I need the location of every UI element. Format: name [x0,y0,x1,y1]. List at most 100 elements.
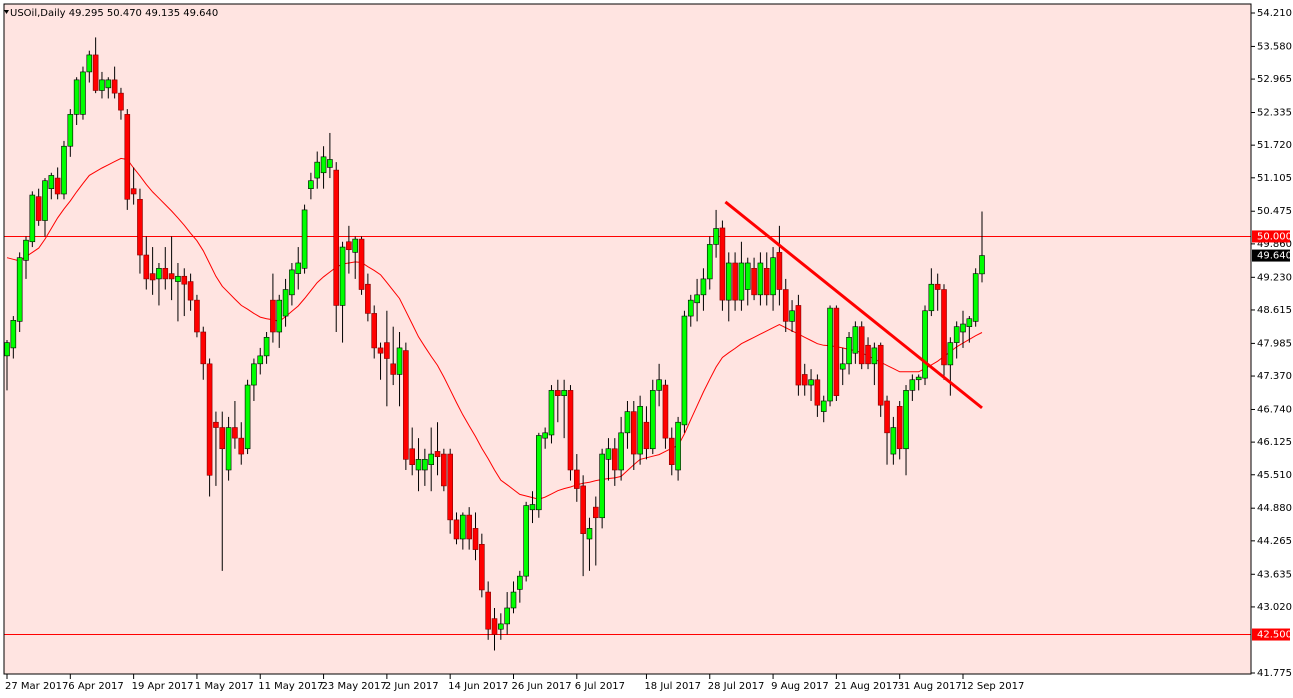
candle-body [194,299,200,333]
candle-body [592,506,599,519]
x-tick-label: 12 Sep 2017 [961,681,1024,692]
candle-body [713,228,719,245]
candle-body [466,514,472,540]
candle-body [333,169,340,306]
x-tick-label: 1 May 2017 [195,681,254,692]
y-tick-label: 48.615 [1257,305,1292,316]
candle-body [624,411,631,434]
candle-body [839,363,846,370]
candle-body [491,618,498,635]
candle-body [966,318,973,327]
price-label: 50.000 [1257,231,1292,242]
candle-body [909,379,916,391]
candle-body [181,275,188,285]
candle-body [536,435,542,511]
candle-body [763,267,770,296]
candle-body [149,273,156,281]
candle-body [244,384,251,450]
candle-body [751,267,757,296]
candle-body [498,623,504,630]
candle-body [168,273,175,280]
candle-body [257,355,264,365]
candle-body [314,161,321,179]
y-tick-label: 54.210 [1257,8,1292,19]
candle-body [472,528,479,550]
y-tick-label: 43.635 [1257,569,1292,580]
candle-body [10,320,17,349]
candle-body [808,379,814,386]
candle-body [820,400,827,412]
candle-body [124,114,131,200]
candle-body [23,239,29,261]
candle-body [441,453,447,487]
candle-body [270,299,276,333]
candle-body [162,267,169,280]
candle-body [371,313,378,349]
x-tick-label: 23 May 2017 [322,681,387,692]
candle-body [358,238,365,290]
x-tick-label: 27 Mar 2017 [5,681,68,692]
plot-background [4,4,1251,674]
candle-body [706,244,713,280]
candle-body [675,421,681,471]
candle-body [884,400,890,434]
y-tick-label: 51.105 [1257,173,1292,184]
candle-body [206,363,213,476]
candle-body [510,591,517,609]
y-tick-label: 46.125 [1257,437,1292,448]
candle-body [232,427,238,439]
candle-body [523,505,529,577]
candle-body [953,326,960,343]
candle-body [346,241,352,251]
candle-body [529,504,536,511]
candle-body [814,379,821,406]
candle-body [947,342,954,366]
candle-body [915,376,922,381]
candle-body [719,227,726,301]
candle-body [656,379,662,391]
candle-body [668,437,675,465]
x-tick-label: 14 Jun 2017 [448,681,508,692]
candle-body [877,344,884,406]
candle-body [852,326,859,354]
candle-body [175,275,181,282]
candle-body [757,262,764,296]
y-tick-label: 47.985 [1257,338,1292,349]
candle-body [725,262,732,301]
chart-title: USOil,Daily 49.295 50.470 49.135 49.640 [10,8,218,19]
candle-body [649,390,656,450]
candle-body [276,299,283,333]
x-tick-label: 6 Apr 2017 [68,681,123,692]
candle-body [156,267,162,280]
candle-body [890,427,897,455]
candle-body [67,114,74,147]
x-tick-label: 26 Jun 2017 [511,681,571,692]
x-tick-label: 2 Jun 2017 [385,681,439,692]
candle-body [377,347,384,354]
candle-body [460,514,466,540]
candle-body [941,289,947,366]
candle-body [137,198,143,256]
candle-body [396,347,403,375]
candle-body [118,92,124,111]
candle-body [422,459,428,471]
candle-body [681,315,688,426]
candle-body [504,607,510,625]
x-tick-label: 28 Jul 2017 [708,681,765,692]
candle-body [238,437,245,455]
candle-body [16,257,23,322]
candle-body [782,289,789,322]
candle-body [801,374,808,386]
y-tick-label: 44.880 [1257,503,1292,514]
candle-body [618,432,624,471]
candle-body [548,390,555,436]
candle-body [105,79,112,89]
candle-body [770,257,776,296]
candle-body [580,485,586,534]
last-price-box [1252,249,1290,262]
candle-body [4,342,10,357]
candle-body [428,453,434,465]
candle-body [295,262,302,274]
candle-body [54,177,61,195]
plot-layer [4,37,1251,651]
